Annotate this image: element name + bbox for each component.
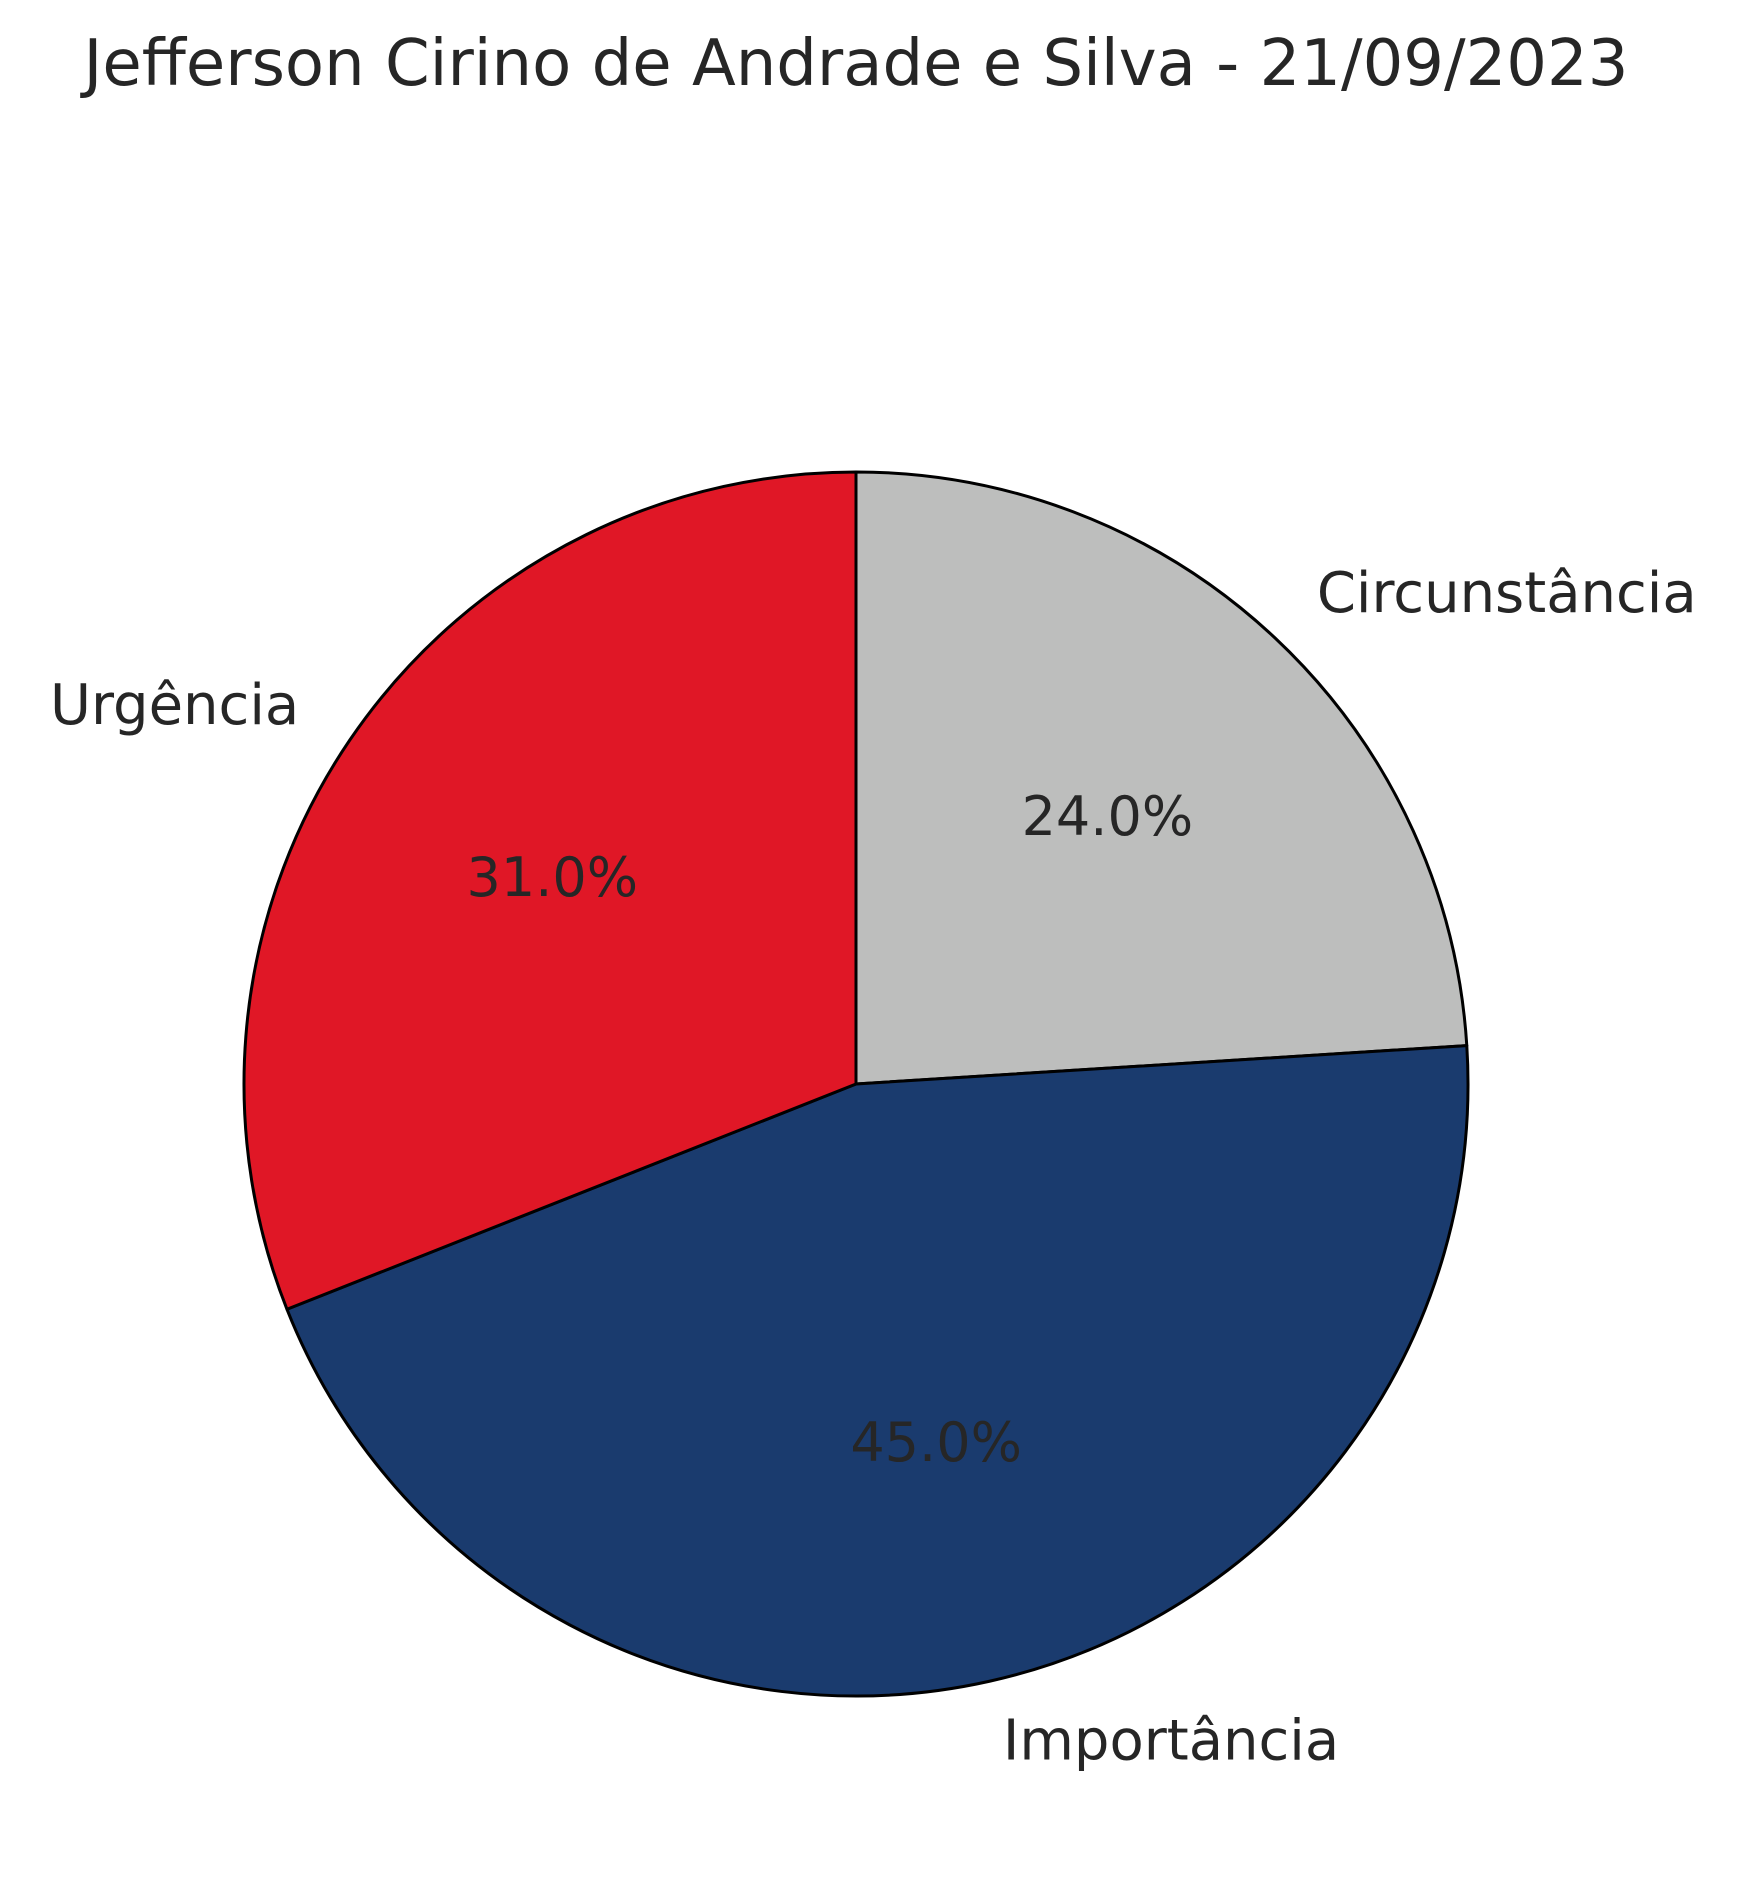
chart-title: Jefferson Cirino de Andrade e Silva - 21… [80,27,1629,101]
slice-percent-importancia: 45.0% [850,1411,1022,1474]
pie-slices [242,470,1470,1698]
pie-slice-circunstancia [854,470,1469,1086]
pie-labels: Circunstância 24.0% Importância 45.0% Urgênc… [50,561,1697,1774]
pie-slice-urgencia [242,470,858,1311]
slice-percent-urgencia: 31.0% [467,846,639,909]
slice-label-importancia: Importância [1003,1708,1339,1773]
slice-percent-circunstancia: 24.0% [1022,785,1194,848]
slice-label-circunstancia: Circunstância [1317,561,1697,626]
slice-label-urgencia: Urgência [50,673,299,738]
pie-slice-importancia [285,1044,1470,1698]
